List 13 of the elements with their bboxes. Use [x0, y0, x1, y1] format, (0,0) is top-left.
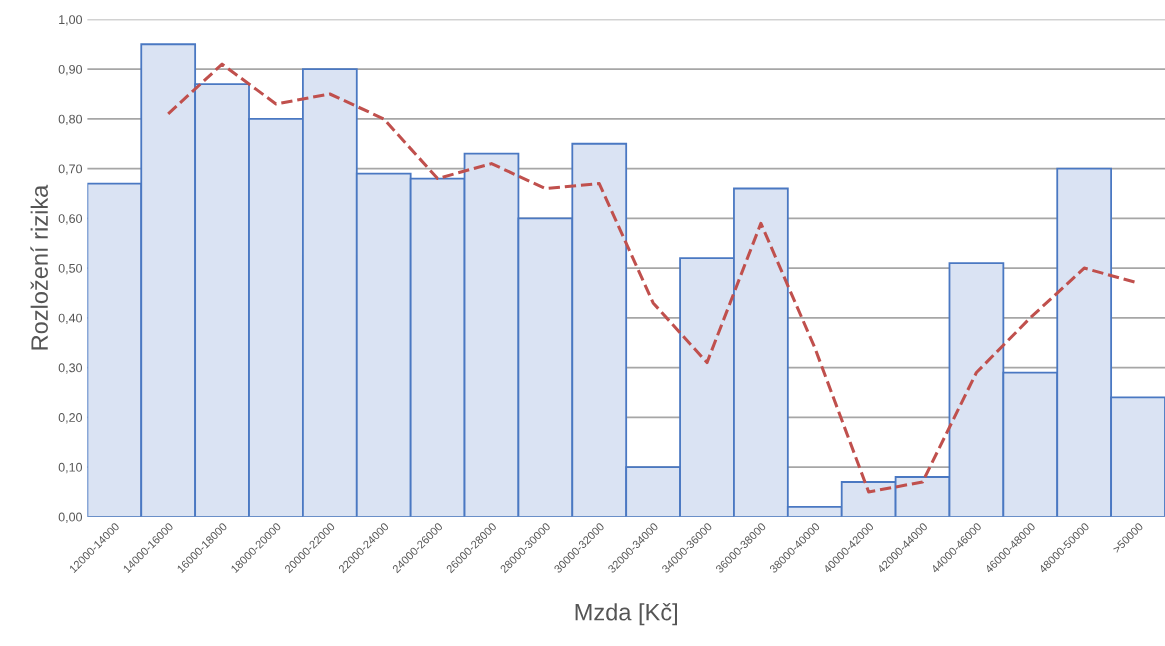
- y-tick-label: 0,60: [58, 214, 83, 225]
- y-tick-label: 1,00: [59, 15, 83, 26]
- y-axis-title: Rozložení rizika: [30, 184, 48, 350]
- y-tick-label: 0,80: [58, 114, 83, 125]
- y-tick-label: 0,70: [58, 164, 83, 175]
- y-tick-label: 0,50: [58, 263, 83, 275]
- y-tick-label: 0,40: [58, 313, 83, 324]
- x-axis-title: Mzda [Kč]: [575, 603, 677, 626]
- y-tick-label: 0,30: [58, 363, 83, 374]
- y-tick-label: 0,00: [58, 512, 83, 523]
- y-tick-label: 0,20: [58, 413, 83, 424]
- y-tick-label: 0,90: [58, 64, 83, 76]
- y-tick-label: 0,10: [58, 462, 83, 474]
